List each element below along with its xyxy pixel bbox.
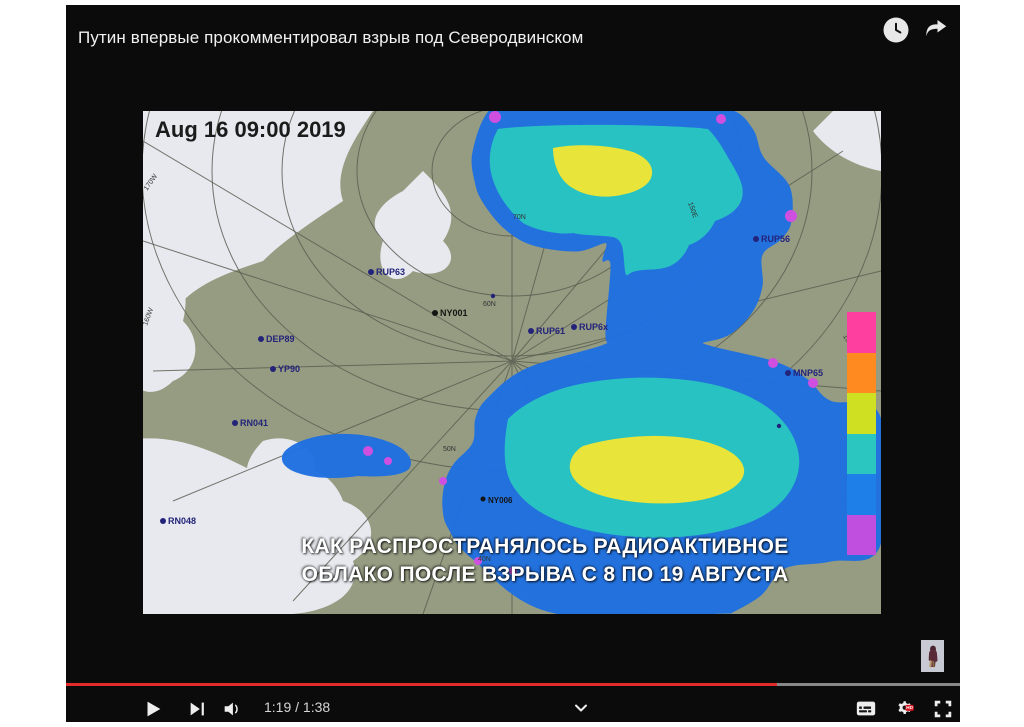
svg-text:NY006: NY006 bbox=[488, 496, 513, 505]
svg-text:HD: HD bbox=[906, 705, 913, 711]
svg-text:MNP65: MNP65 bbox=[793, 368, 823, 378]
svg-text:RUP6x: RUP6x bbox=[579, 322, 608, 332]
svg-text:RN048: RN048 bbox=[168, 516, 196, 526]
svg-text:NY001: NY001 bbox=[440, 308, 468, 318]
svg-text:70N: 70N bbox=[513, 214, 526, 221]
svg-text:RUP56: RUP56 bbox=[761, 234, 790, 244]
svg-text:YP90: YP90 bbox=[278, 364, 300, 374]
svg-text:60N: 60N bbox=[483, 301, 496, 308]
svg-text:RN041: RN041 bbox=[240, 418, 268, 428]
svg-text:50N: 50N bbox=[443, 446, 456, 453]
svg-text:RUP61: RUP61 bbox=[536, 326, 565, 336]
svg-text:RUP63: RUP63 bbox=[376, 267, 405, 277]
svg-text:Aug 16 09:00 2019: Aug 16 09:00 2019 bbox=[155, 117, 346, 142]
svg-text:DEP89: DEP89 bbox=[266, 334, 295, 344]
